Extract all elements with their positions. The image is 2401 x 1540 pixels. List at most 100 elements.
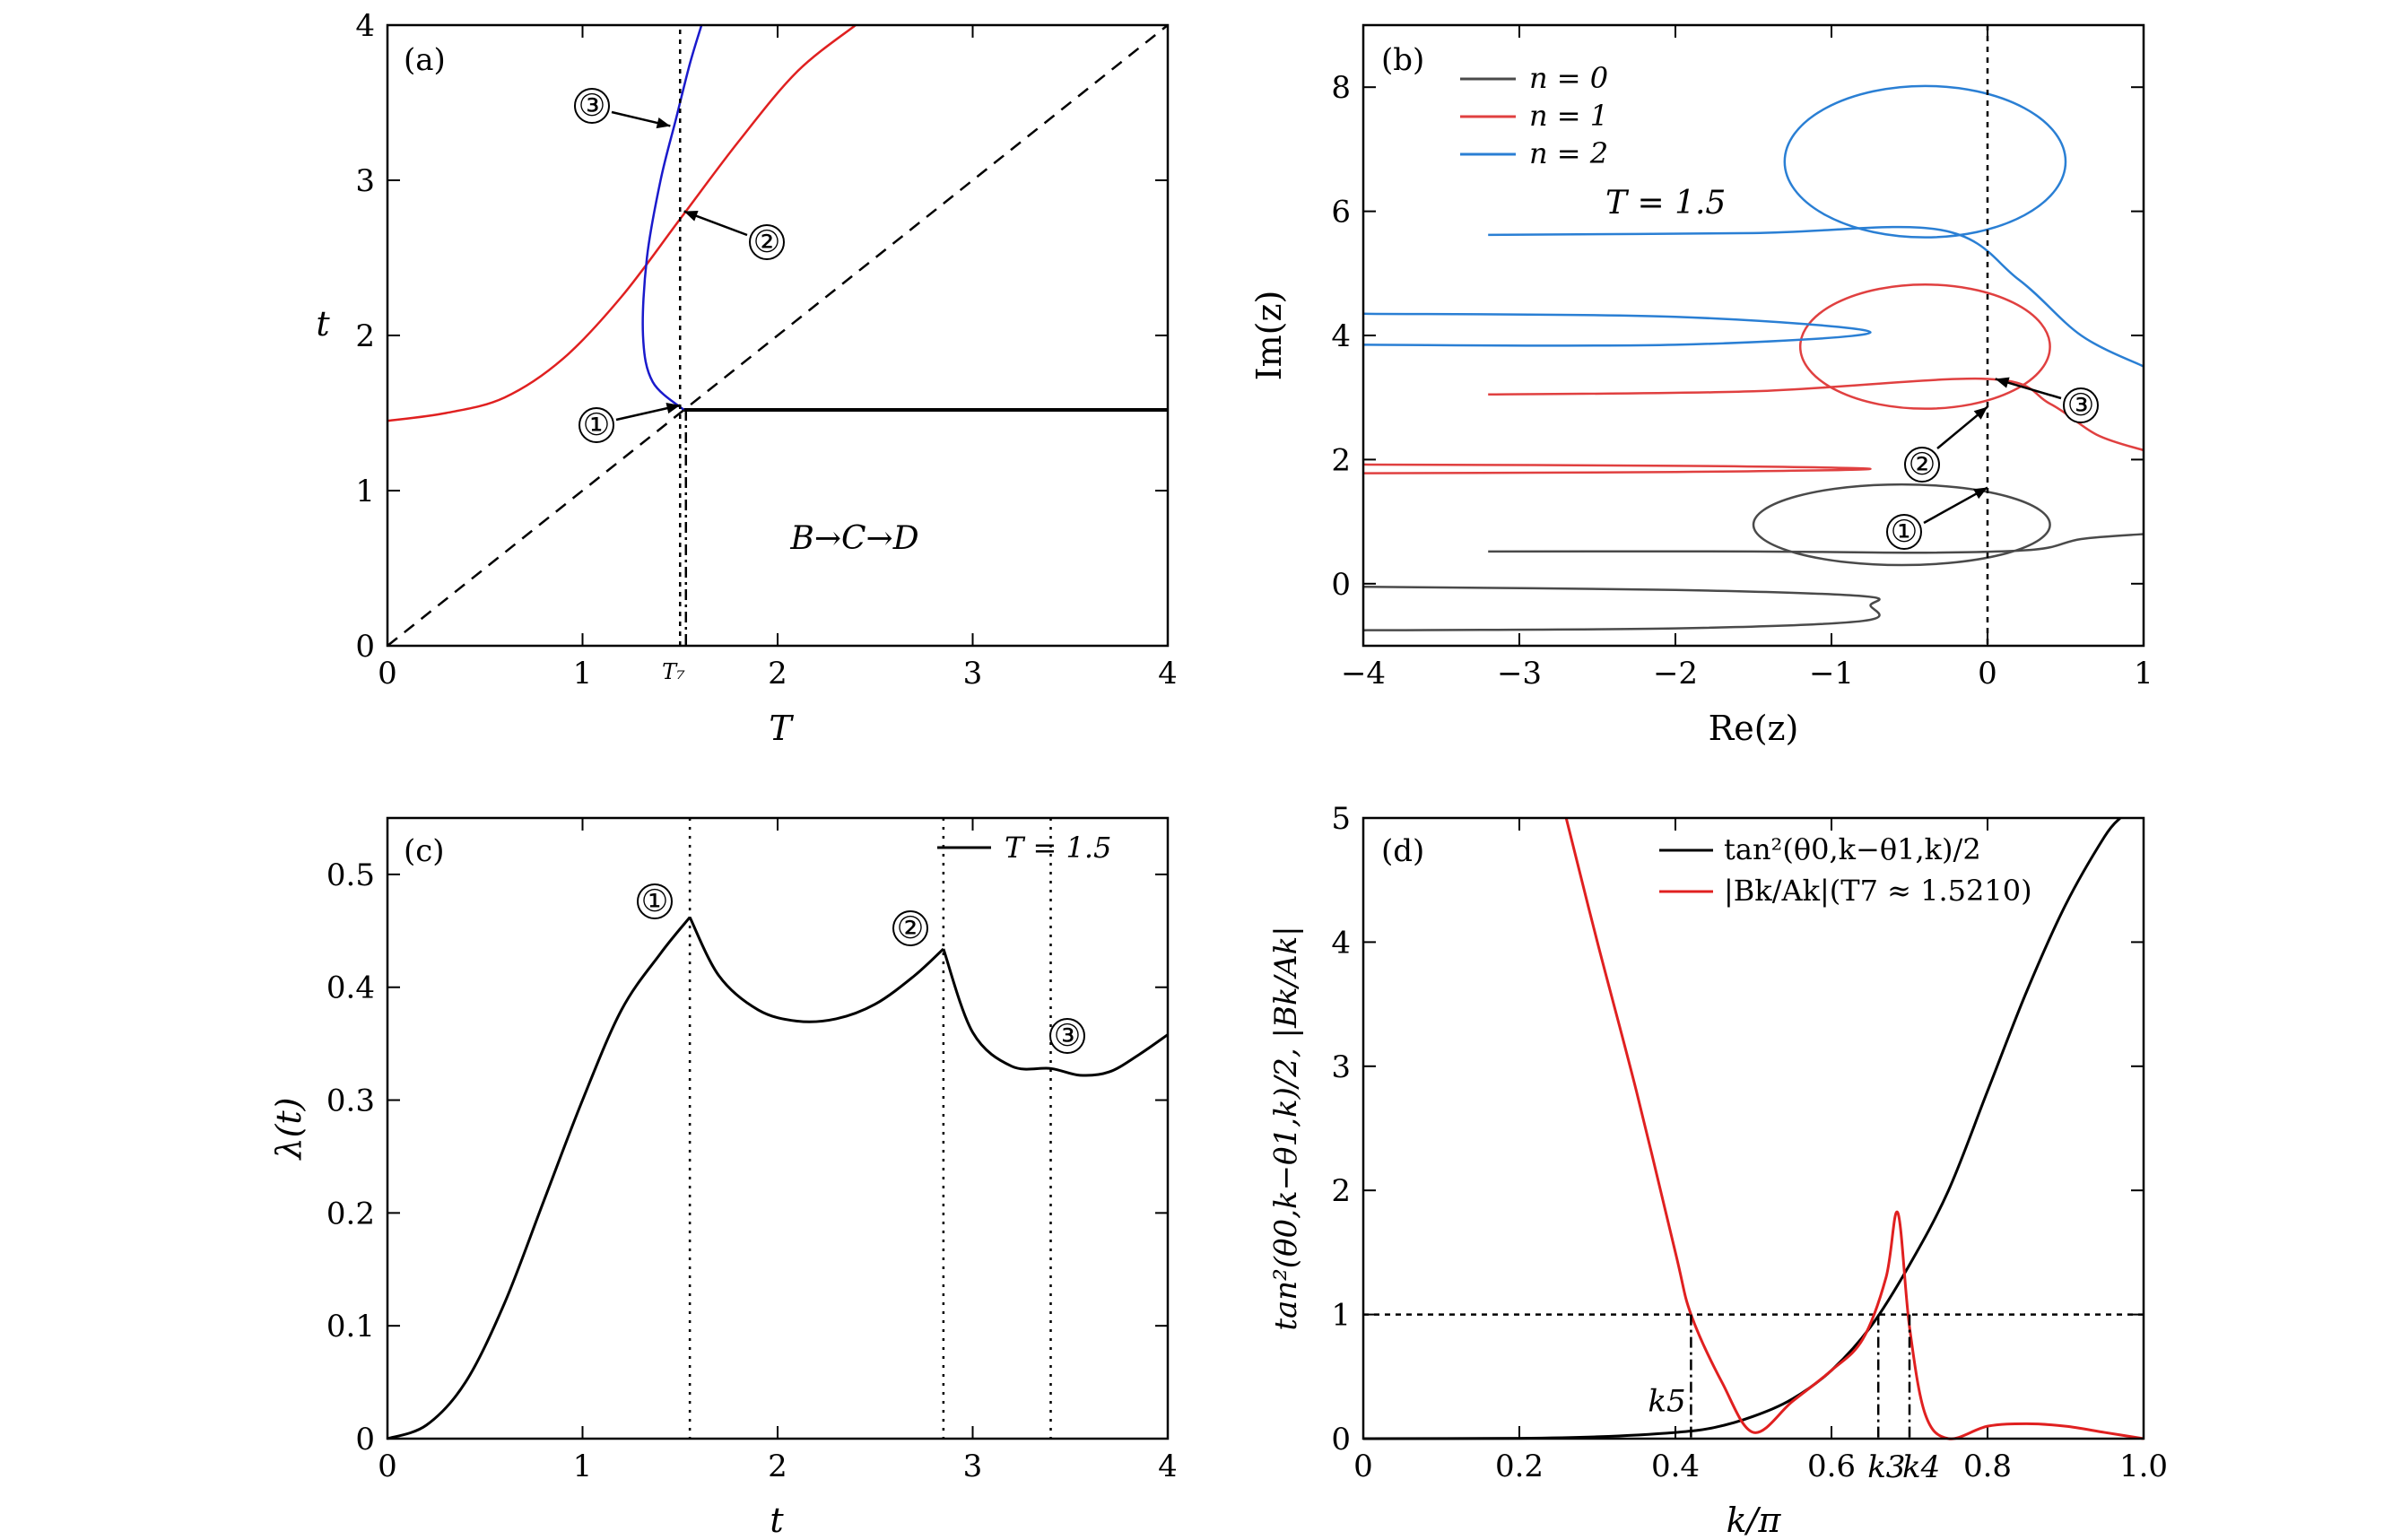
panel-a-series-1	[641, 24, 703, 412]
panel-b-xtick-label: −3	[1497, 656, 1542, 692]
panel-c-ytick-label: 0.1	[326, 1309, 375, 1344]
panel-b-marker-1-ring	[1886, 514, 1922, 550]
panel-b-plot: −4 −3 −2 −1 0 1 0 2 4 6 8 n = 0 n = 1n = 2 ③ ② ①	[1331, 25, 2153, 692]
panel-b-xtick-label: −1	[1809, 656, 1854, 692]
panel-a-marker-1: ①	[583, 407, 610, 443]
panel-b-ytick-label: 6	[1331, 195, 1351, 231]
panel-b-loop-1	[1798, 283, 2051, 410]
panel-a-arrow-2-head	[683, 210, 699, 222]
panel-c-ytick-label: 0.2	[326, 1196, 375, 1231]
panel-b-label: (b)	[1381, 42, 1424, 78]
panel-c-marker-3: ③	[1054, 1018, 1081, 1054]
panel-a-ytick-label: 4	[355, 8, 375, 44]
panel-d-xtick-label: 0	[1353, 1449, 1373, 1484]
panel-a-t7-tick: T₇	[662, 659, 685, 684]
panel-d-legend-label: |Bk/Ak|(T7 ≈ 1.5210)	[1724, 874, 2032, 908]
panel-b-ytick-label: 2	[1331, 442, 1351, 478]
panel-c-legend-label: T = 1.5	[1005, 831, 1111, 865]
panel-c-xtick-label: 3	[963, 1449, 983, 1484]
panel-b-series-5	[1488, 225, 2144, 368]
panel-b-marker-1: ①	[1891, 514, 1918, 550]
panel-b-marker-3: ③	[2067, 387, 2094, 423]
panel-d-frame	[1361, 816, 2145, 1440]
panel-d-ytick-label: 4	[1331, 925, 1351, 961]
panel-c-xtick-label: 2	[768, 1449, 787, 1484]
panel-c-ytick-label: 0.5	[326, 857, 375, 893]
panel-c-series-lambda	[387, 916, 1169, 1440]
panel-c-ytick-label: 0.3	[326, 1083, 375, 1119]
panel-b-legend-label: n = 0	[1529, 61, 1608, 95]
panel-b-loop-0	[1752, 483, 2051, 567]
panel-d-ytick-label: 1	[1331, 1298, 1351, 1334]
panel-c-ytick-label: 0.4	[326, 970, 375, 1006]
panel-a-arrow-3-head	[656, 117, 671, 129]
panel-c-xtick-label: 4	[1158, 1449, 1178, 1484]
panel-a-marker-2: ②	[753, 224, 780, 260]
panel-c-frame	[386, 816, 1170, 1440]
panel-d-xlabel: k/π	[1727, 1501, 1782, 1540]
panel-a-xtick-label: 3	[963, 656, 983, 692]
panel-d-k3-label: k3	[1867, 1449, 1905, 1485]
panel-c-ylabel: λ(t)	[269, 1097, 309, 1161]
panel-b-xtick-label: −2	[1653, 656, 1698, 692]
panel-d-xtick-label: 1.0	[2119, 1449, 2168, 1484]
panel-c: 0 1 2 3 4 0 0.1 0.2 0.3 0.4 0.5 T = 1.5 ① ② ③ (c) t λ(…	[269, 816, 1178, 1540]
panel-a-series-2	[387, 24, 1169, 647]
panel-a-marker-1-ring	[579, 407, 614, 443]
panel-a-plot: 0 1 2 3 4 0 1 2 3 4 ③ ② ①	[355, 8, 1177, 692]
panel-b-series-2	[1362, 463, 1872, 474]
panel-c-marker-1-ring	[637, 883, 673, 919]
panel-b-series-0	[1362, 586, 1881, 631]
panel-d-ylabel: tan²(θ0,k−θ1,k)/2, |Bk/Ak|	[1268, 926, 1304, 1330]
panel-b-frame	[1361, 23, 2145, 648]
panel-b-xtick-label: −4	[1341, 656, 1386, 692]
panel-d-xtick-label: 0.4	[1651, 1449, 1700, 1484]
panel-b-series-4	[1362, 312, 1872, 347]
panel-b-arrow-3-head	[1995, 377, 2010, 388]
panel-c-marker-2: ②	[897, 910, 924, 946]
panel-d-legend-label: tan²(θ0,k−θ1,k)/2	[1724, 832, 1981, 866]
panel-d-label: (d)	[1381, 833, 1424, 869]
panel-a-marker-2-ring	[749, 224, 785, 260]
panel-a-xtick-label: 0	[378, 656, 397, 692]
panel-b-arrow-2-head	[1973, 406, 1988, 420]
panel-d-series-0	[1362, 816, 2122, 1440]
panel-c-xlabel: t	[770, 1501, 784, 1540]
panel-b-ytick-label: 4	[1331, 318, 1351, 354]
panel-d-series-1	[1564, 817, 2144, 1440]
panel-a: 0 1 2 3 4 0 1 2 3 4 ③ ② ① (a) T t B→C→D T₇	[316, 8, 1177, 748]
panel-b-marker-3-ring	[2063, 387, 2099, 423]
panel-c-marker-1: ①	[641, 883, 668, 919]
panel-c-xtick-label: 0	[378, 1449, 397, 1484]
panel-b-marker-2: ②	[1909, 447, 1936, 483]
panel-a-xtick-label: 4	[1158, 656, 1178, 692]
panel-c-marker-2-ring	[892, 910, 928, 946]
panel-a-series-0	[387, 24, 857, 422]
panel-a-arrow-1-head	[665, 403, 681, 414]
panel-a-ylabel: t	[316, 304, 330, 344]
panel-b: −4 −3 −2 −1 0 1 0 2 4 6 8 n = 0 n = 1n = 2 ③ ② ① (b) Re…	[1249, 23, 2153, 748]
panel-c-xtick-label: 1	[573, 1449, 593, 1484]
panel-b-ytick-label: 0	[1331, 567, 1351, 603]
panel-b-series-1	[1488, 533, 2144, 554]
panel-b-loop-2	[1783, 84, 2067, 239]
panel-b-ytick-label: 8	[1331, 70, 1351, 106]
panel-d-ytick-label: 5	[1331, 801, 1351, 837]
panel-b-legend-label: n = 1	[1529, 99, 1608, 133]
panel-d-ytick-label: 0	[1331, 1422, 1351, 1457]
panel-c-label: (c)	[404, 833, 445, 869]
panel-a-ytick-label: 1	[355, 474, 375, 509]
panel-c-ytick-label: 0	[355, 1422, 375, 1457]
panel-b-series-3	[1488, 377, 2144, 452]
panel-b-ylabel: Im(z)	[1249, 291, 1289, 381]
panel-b-xtick-label: 0	[1978, 656, 1997, 692]
panel-a-marker-3-ring	[574, 88, 610, 124]
panel-c-marker-3-ring	[1049, 1018, 1085, 1054]
panel-b-annotation: T = 1.5	[1605, 185, 1726, 222]
panel-d-xtick-label: 0.2	[1495, 1449, 1544, 1484]
panel-a-ytick-label: 3	[355, 163, 375, 199]
panel-b-legend-label: n = 2	[1529, 136, 1608, 170]
panel-b-marker-2-ring	[1904, 447, 1940, 483]
